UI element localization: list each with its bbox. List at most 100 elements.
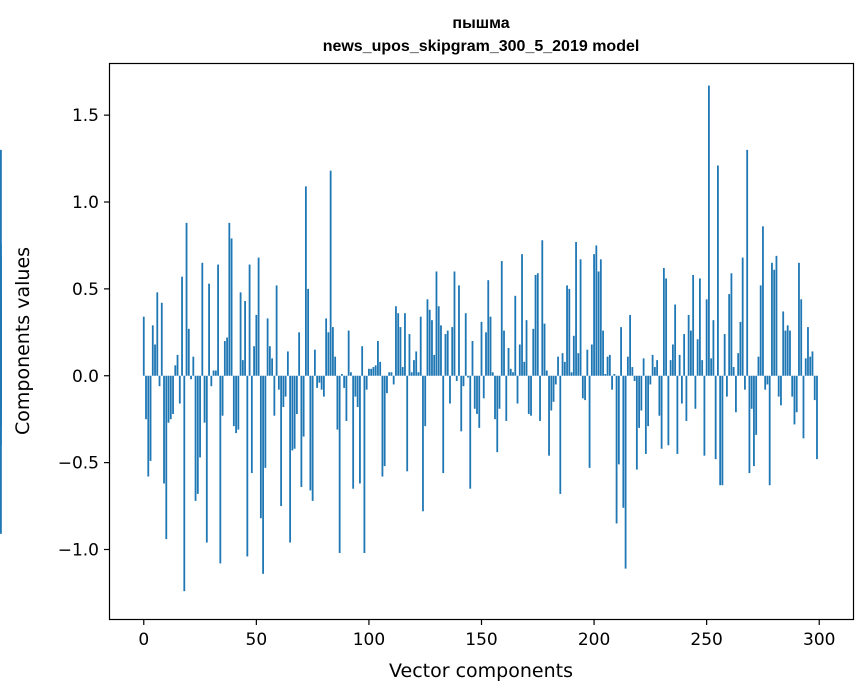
bar-119 [410,372,413,376]
bar-28 [205,375,208,543]
bars-group [0,85,818,592]
bar-149 [478,375,481,428]
bar-42 [237,375,240,430]
x-tick-label: 300 [803,630,835,650]
bar-160 [503,330,505,376]
bar-272 [755,375,758,435]
y-tick-label: −0.5 [58,454,99,474]
bar-38 [228,222,231,376]
bar-152 [485,332,487,376]
bar-30 [210,375,213,387]
bar-undefined [0,374,2,376]
bar-172 [530,375,532,416]
bar-70 [300,375,303,487]
bar-20 [187,328,190,376]
bar-106 [381,375,384,477]
bar-161 [505,375,508,421]
bar-269 [748,375,751,474]
bar-188 [566,285,568,376]
bar-265 [739,321,742,376]
bar-245 [694,375,697,409]
bar-11 [167,375,170,423]
bar-233 [667,375,670,446]
bar-131 [437,306,440,376]
bar-62 [282,375,285,408]
bar-202 [597,271,600,376]
bar-19 [185,222,188,376]
bar-277 [766,375,769,385]
bar-186 [561,353,564,376]
bar-250 [705,299,708,376]
bar-273 [757,356,760,376]
bar-187 [563,361,566,376]
bar-2 [147,375,150,477]
x-tick-label: 250 [690,630,722,650]
bar-17 [181,276,183,376]
bar-undefined [0,375,2,378]
bar-31 [212,370,215,376]
bar-101 [370,368,373,376]
bar-295 [807,327,809,376]
bar-undefined [0,375,2,446]
bar-292 [800,299,803,376]
bar-285 [784,330,787,376]
x-tick-label: 100 [353,630,385,650]
bar-165 [514,295,517,376]
bar-252 [710,358,713,376]
y-tick-label: 0.0 [72,367,99,387]
bar-222 [642,358,645,376]
bar-266 [741,257,744,376]
bar-36 [223,341,226,376]
bar-286 [786,325,789,376]
bar-52 [259,375,262,519]
bar-267 [744,375,746,390]
bar-168 [521,254,523,376]
bar-136 [449,375,451,404]
bar-150 [480,321,483,376]
bar-254 [714,375,717,460]
bar-239 [680,375,683,404]
bar-287 [789,330,791,376]
bar-280 [773,269,776,376]
bar-170 [525,320,528,376]
bar-234 [669,360,672,376]
bar-278 [768,375,771,486]
bar-0 [142,316,145,376]
y-axis-label: Components values [12,247,34,435]
bar-196 [584,375,586,401]
bar-18 [183,375,186,592]
bar-148 [476,375,478,414]
bar-72 [304,186,307,376]
bar-261 [730,273,733,376]
bar-169 [523,361,526,376]
bar-216 [629,314,631,376]
bar-147 [473,375,476,409]
bar-121 [415,351,418,376]
bar-263 [735,375,737,413]
bar-48 [250,375,253,474]
bar-26 [201,262,204,376]
bar-88 [341,374,343,376]
bar-32 [214,370,217,376]
bar-176 [539,375,541,421]
bar-253 [712,320,715,376]
bar-50 [255,314,258,376]
bar-248 [701,360,704,376]
bar-143 [464,313,467,376]
bar-122 [417,372,420,376]
bar-171 [527,375,530,414]
bar-191 [572,335,575,376]
bar-105 [379,361,382,376]
bar-49 [253,346,255,376]
bar-227 [653,367,656,376]
bar-68 [295,375,298,414]
bar-146 [471,341,474,376]
bar-75 [311,375,314,501]
bar-219 [635,375,638,470]
bar-40 [232,375,235,427]
bar-224 [647,375,650,427]
bar-128 [431,320,433,376]
bar-65 [289,375,292,543]
y-tick-label: 1.0 [72,193,99,213]
bar-213 [622,375,625,508]
